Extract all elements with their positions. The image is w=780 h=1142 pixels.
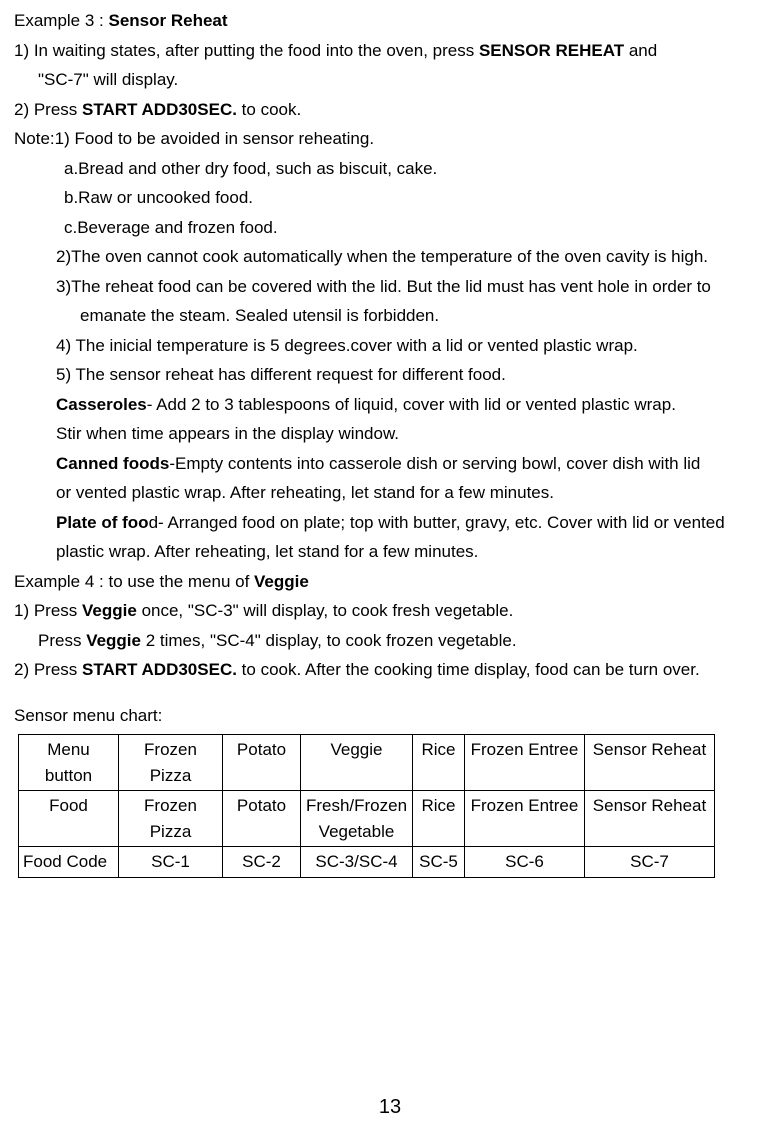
table-row: Food Frozen Pizza Potato Fresh/Frozen Ve… xyxy=(19,791,715,847)
table-cell: SC-2 xyxy=(223,847,301,878)
example3-note4: 4) The inicial temperature is 5 degrees.… xyxy=(14,333,770,359)
example3-plate2: plastic wrap. After reheating, let stand… xyxy=(14,539,770,565)
example3-casseroles: Casseroles- Add 2 to 3 tablespoons of li… xyxy=(14,392,770,418)
page-number: 13 xyxy=(0,1092,780,1122)
table-cell: SC-6 xyxy=(465,847,585,878)
table-title: Sensor menu chart: xyxy=(14,703,770,729)
example3-note1b: b.Raw or uncooked food. xyxy=(14,185,770,211)
heading4-prefix: Example 4 : to use the menu of xyxy=(14,572,254,591)
table-cell: SC-3/SC-4 xyxy=(301,847,413,878)
table-cell: Food Code xyxy=(19,847,119,878)
step4-1a-bold: Veggie xyxy=(82,601,137,620)
canned-bold: Canned foods xyxy=(56,454,169,473)
table-cell: Menu button xyxy=(19,735,119,791)
heading-bold: Sensor Reheat xyxy=(109,11,228,30)
example3-step2: 2) Press START ADD30SEC. to cook. xyxy=(14,97,770,123)
example3-note1: Note:1) Food to be avoided in sensor reh… xyxy=(14,126,770,152)
step4-2-suffix: to cook. After the cooking time display,… xyxy=(237,660,700,679)
table-cell: Potato xyxy=(223,791,301,847)
table-cell: Potato xyxy=(223,735,301,791)
heading4-bold: Veggie xyxy=(254,572,309,591)
document-content: Example 3 : Sensor Reheat 1) In waiting … xyxy=(14,8,770,878)
table-cell: Frozen Pizza xyxy=(119,791,223,847)
table-row: Menu button Frozen Pizza Potato Veggie R… xyxy=(19,735,715,791)
table-cell: SC-7 xyxy=(585,847,715,878)
table-cell: Food xyxy=(19,791,119,847)
table-cell: Veggie xyxy=(301,735,413,791)
table-row: Food Code SC-1 SC-2 SC-3/SC-4 SC-5 SC-6 … xyxy=(19,847,715,878)
plate-bold: Plate of foo xyxy=(56,513,149,532)
step2-suffix: to cook. xyxy=(237,100,301,119)
plate-text: d- Arranged food on plate; top with butt… xyxy=(149,513,725,532)
example3-note1c: c.Beverage and frozen food. xyxy=(14,215,770,241)
example3-plate: Plate of food- Arranged food on plate; t… xyxy=(14,510,770,536)
table-cell: Sensor Reheat xyxy=(585,735,715,791)
table-cell: Frozen Entree xyxy=(465,735,585,791)
example4-step2: 2) Press START ADD30SEC. to cook. After … xyxy=(14,657,770,683)
table-cell: SC-5 xyxy=(413,847,465,878)
step4-2-bold: START ADD30SEC. xyxy=(82,660,237,679)
table-cell: SC-1 xyxy=(119,847,223,878)
step2-prefix: 2) Press xyxy=(14,100,82,119)
example3-canned: Canned foods-Empty contents into cassero… xyxy=(14,451,770,477)
step4-2-prefix: 2) Press xyxy=(14,660,82,679)
table-cell: Rice xyxy=(413,735,465,791)
table-cell: Fresh/Frozen Vegetable xyxy=(301,791,413,847)
step4-1b-suffix: 2 times, "SC-4" display, to cook frozen … xyxy=(141,631,517,650)
example3-heading: Example 3 : Sensor Reheat xyxy=(14,8,770,34)
example4-step1b: Press Veggie 2 times, "SC-4" display, to… xyxy=(14,628,770,654)
step4-1a-prefix: 1) Press xyxy=(14,601,82,620)
table-cell: Sensor Reheat xyxy=(585,791,715,847)
example3-note1a: a.Bread and other dry food, such as bisc… xyxy=(14,156,770,182)
example3-note2: 2)The oven cannot cook automatically whe… xyxy=(14,244,770,270)
example3-step1a: 1) In waiting states, after putting the … xyxy=(14,38,770,64)
example3-casseroles2: Stir when time appears in the display wi… xyxy=(14,421,770,447)
casseroles-text: - Add 2 to 3 tablespoons of liquid, cove… xyxy=(147,395,676,414)
canned-text: -Empty contents into casserole dish or s… xyxy=(169,454,700,473)
step4-1a-suffix: once, "SC-3" will display, to cook fresh… xyxy=(137,601,514,620)
example3-canned2: or vented plastic wrap. After reheating,… xyxy=(14,480,770,506)
table-cell: Frozen Pizza xyxy=(119,735,223,791)
example3-note5: 5) The sensor reheat has different reque… xyxy=(14,362,770,388)
heading-prefix: Example 3 : xyxy=(14,11,109,30)
step2-bold: START ADD30SEC. xyxy=(82,100,237,119)
step4-1b-prefix: Press xyxy=(38,631,86,650)
table-cell: Rice xyxy=(413,791,465,847)
step1a-bold: SENSOR REHEAT xyxy=(479,41,624,60)
example4-step1a: 1) Press Veggie once, "SC-3" will displa… xyxy=(14,598,770,624)
sensor-menu-table: Menu button Frozen Pizza Potato Veggie R… xyxy=(18,734,715,878)
casseroles-bold: Casseroles xyxy=(56,395,147,414)
step4-1b-bold: Veggie xyxy=(86,631,141,650)
example4-heading: Example 4 : to use the menu of Veggie xyxy=(14,569,770,595)
example3-note3a: 3)The reheat food can be covered with th… xyxy=(14,274,770,300)
step1a-suffix: and xyxy=(624,41,657,60)
example3-step1b: "SC-7" will display. xyxy=(14,67,770,93)
table-cell: Frozen Entree xyxy=(465,791,585,847)
step1a-text: 1) In waiting states, after putting the … xyxy=(14,41,479,60)
example3-note3b: emanate the steam. Sealed utensil is for… xyxy=(14,303,770,329)
